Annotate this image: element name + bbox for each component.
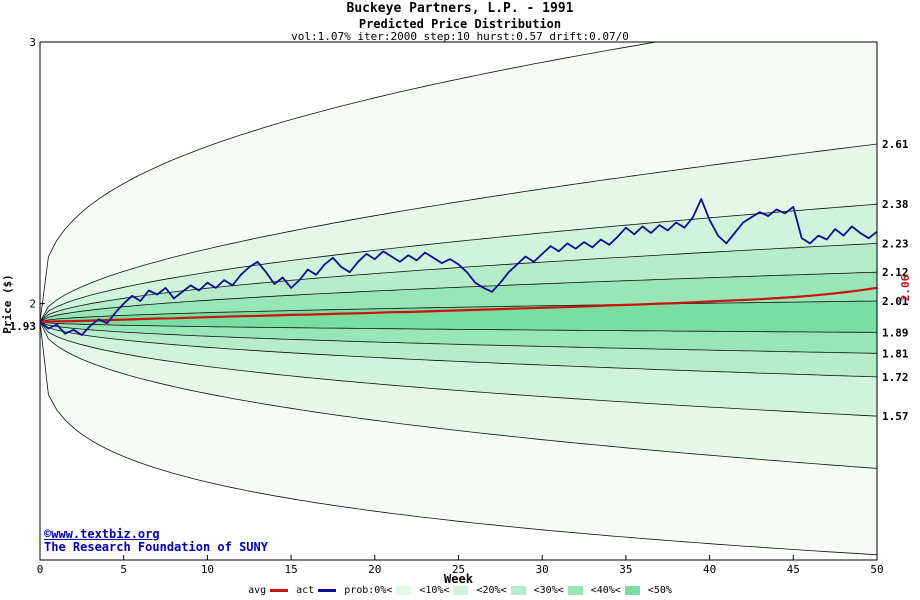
x-tick-label: 20 xyxy=(368,563,381,576)
x-tick-label: 5 xyxy=(120,563,127,576)
band-boundary-upper-10pct xyxy=(40,143,877,323)
x-tick-label: 50 xyxy=(870,563,883,576)
band-boundary-upper-40pct xyxy=(40,271,877,323)
x-tick-label: 25 xyxy=(452,563,465,576)
legend-box-swatch-6 xyxy=(624,586,640,595)
x-tick-label: 15 xyxy=(284,563,297,576)
right-band-label: 2.61 xyxy=(882,138,909,151)
legend-box-swatch-5 xyxy=(567,586,583,595)
simulation-params: vol:1.07% iter:2000 step:10 hurst:0.57 d… xyxy=(291,30,629,43)
y-tick-label: 2 xyxy=(29,298,36,311)
start-price-label: 1.93 xyxy=(10,320,37,333)
right-band-label: 2.38 xyxy=(882,198,909,211)
x-axis-title: Week xyxy=(444,572,473,586)
x-tick-label: 10 xyxy=(201,563,214,576)
right-band-label: 1.81 xyxy=(882,347,909,360)
y-axis-title: Price ($) xyxy=(1,274,14,334)
avg-end-label: 2.06 xyxy=(899,274,912,301)
watermark-org: The Research Foundation of SUNY xyxy=(44,540,268,554)
right-band-label: 2.01 xyxy=(882,295,909,308)
legend-line-swatch-0 xyxy=(270,589,289,592)
act-line xyxy=(40,198,877,336)
band-boundary-upper-20pct xyxy=(40,203,877,323)
right-band-label: 1.72 xyxy=(882,371,909,384)
legend-line-swatch-1 xyxy=(318,589,337,592)
y-tick-label: 3 xyxy=(29,36,36,49)
x-tick-label: 30 xyxy=(536,563,549,576)
x-tick-label: 35 xyxy=(619,563,632,576)
band-boundary-lower-10pct xyxy=(40,321,877,469)
band-boundary-upper-0pct xyxy=(40,42,659,322)
x-tick-label: 0 xyxy=(37,563,44,576)
legend-label-7: <50% xyxy=(647,585,672,596)
band-boundary-lower-40pct xyxy=(40,321,877,354)
avg-line xyxy=(40,286,877,323)
legend-box-swatch-4 xyxy=(510,586,526,595)
chart-legend: avg act prob:0%< <10%< <20%< <30%< <40%< <50% xyxy=(0,585,920,596)
right-band-label: 1.57 xyxy=(882,410,909,423)
x-tick-label: 40 xyxy=(703,563,716,576)
watermark: ©www.textbiz.org The Research Foundation… xyxy=(44,528,268,554)
legend-label-0: avg xyxy=(248,585,267,596)
page-title: Buckeye Partners, L.P. - 1991 xyxy=(346,1,574,16)
band-boundary-lower-30pct xyxy=(40,321,877,378)
right-band-label: 2.23 xyxy=(882,237,909,250)
band-boundary-lower-0pct xyxy=(40,321,877,556)
right-band-label: 1.89 xyxy=(882,326,909,339)
fan-bands xyxy=(40,42,877,556)
x-tick-label: 45 xyxy=(787,563,800,576)
fan-band-50pct xyxy=(40,301,877,333)
legend-label-3: <10%< xyxy=(419,585,450,596)
band-boundary-upper-30pct xyxy=(40,243,877,323)
legend-label-2: prob:0%< xyxy=(344,585,393,596)
chart-subtitle: Predicted Price Distribution xyxy=(358,17,562,31)
band-boundary-lower-20pct xyxy=(40,321,877,417)
legend-label-4: <20%< xyxy=(476,585,507,596)
legend-label-1: act xyxy=(296,585,315,596)
legend-label-5: <30%< xyxy=(533,585,564,596)
watermark-link[interactable]: ©www.textbiz.org xyxy=(44,527,160,541)
right-band-label: 2.12 xyxy=(882,266,909,279)
band-boundary-lower-50pct xyxy=(40,321,877,333)
legend-label-6: <40%< xyxy=(590,585,621,596)
legend-box-swatch-2 xyxy=(396,586,412,595)
band-boundary-upper-50pct xyxy=(40,300,877,323)
legend-box-swatch-3 xyxy=(453,586,469,595)
